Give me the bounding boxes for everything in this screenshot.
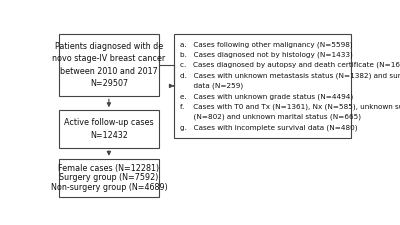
Bar [59,159,158,197]
Text: (N=802) and unknown marital status (N=665): (N=802) and unknown marital status (N=66… [180,114,360,120]
Text: Active follow-up cases: Active follow-up cases [64,118,154,127]
Text: f.    Cases with T0 and Tx (N=1361), Nx (N=585), unknown subtype: f. Cases with T0 and Tx (N=1361), Nx (N=… [180,104,400,110]
Text: Non-surgery group (N=4689): Non-surgery group (N=4689) [50,183,167,192]
Bar [174,34,351,138]
Text: Surgery group (N=7592): Surgery group (N=7592) [59,173,158,182]
Text: d.   Cases with unknown metastasis status (N=1382) and surgery: d. Cases with unknown metastasis status … [180,72,400,79]
Text: N=29507: N=29507 [90,79,128,88]
Text: novo stage-IV breast cancer: novo stage-IV breast cancer [52,54,166,63]
Text: a.   Cases following other malignancy (N=5598): a. Cases following other malignancy (N=5… [180,41,352,47]
Bar [59,110,158,148]
Text: Patients diagnosed with de: Patients diagnosed with de [55,42,163,51]
Text: e.   Cases with unknown grade status (N=4494): e. Cases with unknown grade status (N=44… [180,93,353,99]
Bar [59,34,158,96]
Text: data (N=259): data (N=259) [180,83,243,89]
Text: b.   Cases diagnosed not by histology (N=1433): b. Cases diagnosed not by histology (N=1… [180,52,352,58]
Text: c.   Cases diagnosed by autopsy and death certificate (N=16): c. Cases diagnosed by autopsy and death … [180,62,400,68]
Text: Female cases (N=12281): Female cases (N=12281) [58,164,160,173]
Text: N=12432: N=12432 [90,131,128,140]
Text: between 2010 and 2017: between 2010 and 2017 [60,67,158,76]
Text: g.   Cases with incomplete survival data (N=480): g. Cases with incomplete survival data (… [180,124,357,131]
